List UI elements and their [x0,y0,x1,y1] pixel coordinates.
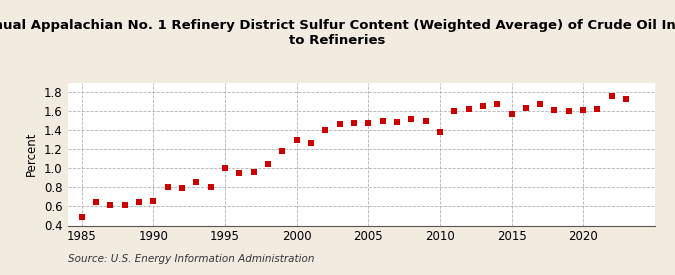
Point [392,119,402,124]
Point [492,102,503,107]
Point [477,104,488,109]
Point [148,199,159,203]
Point [234,171,245,175]
Point [435,130,446,134]
Point [320,128,331,132]
Point [621,97,632,101]
Point [105,203,116,208]
Text: Annual Appalachian No. 1 Refinery District Sulfur Content (Weighted Average) of : Annual Appalachian No. 1 Refinery Distri… [0,19,675,47]
Point [348,121,359,126]
Point [449,109,460,113]
Point [248,170,259,174]
Point [363,120,374,125]
Point [463,107,474,111]
Point [191,180,202,184]
Point [219,166,230,170]
Point [578,108,589,112]
Point [292,138,302,142]
Point [606,94,617,98]
Point [90,199,101,204]
Point [564,109,574,113]
Point [277,149,288,153]
Point [520,106,531,111]
Point [177,186,188,191]
Point [406,117,416,121]
Point [306,140,317,145]
Point [134,199,144,204]
Point [535,102,545,107]
Point [334,122,345,127]
Point [119,203,130,208]
Point [592,107,603,111]
Text: Source: U.S. Energy Information Administration: Source: U.S. Energy Information Administ… [68,254,314,264]
Point [163,185,173,189]
Point [506,112,517,116]
Point [205,185,216,189]
Y-axis label: Percent: Percent [26,132,38,176]
Point [377,119,388,123]
Point [263,161,273,166]
Point [549,108,560,112]
Point [420,119,431,123]
Point [76,215,87,219]
